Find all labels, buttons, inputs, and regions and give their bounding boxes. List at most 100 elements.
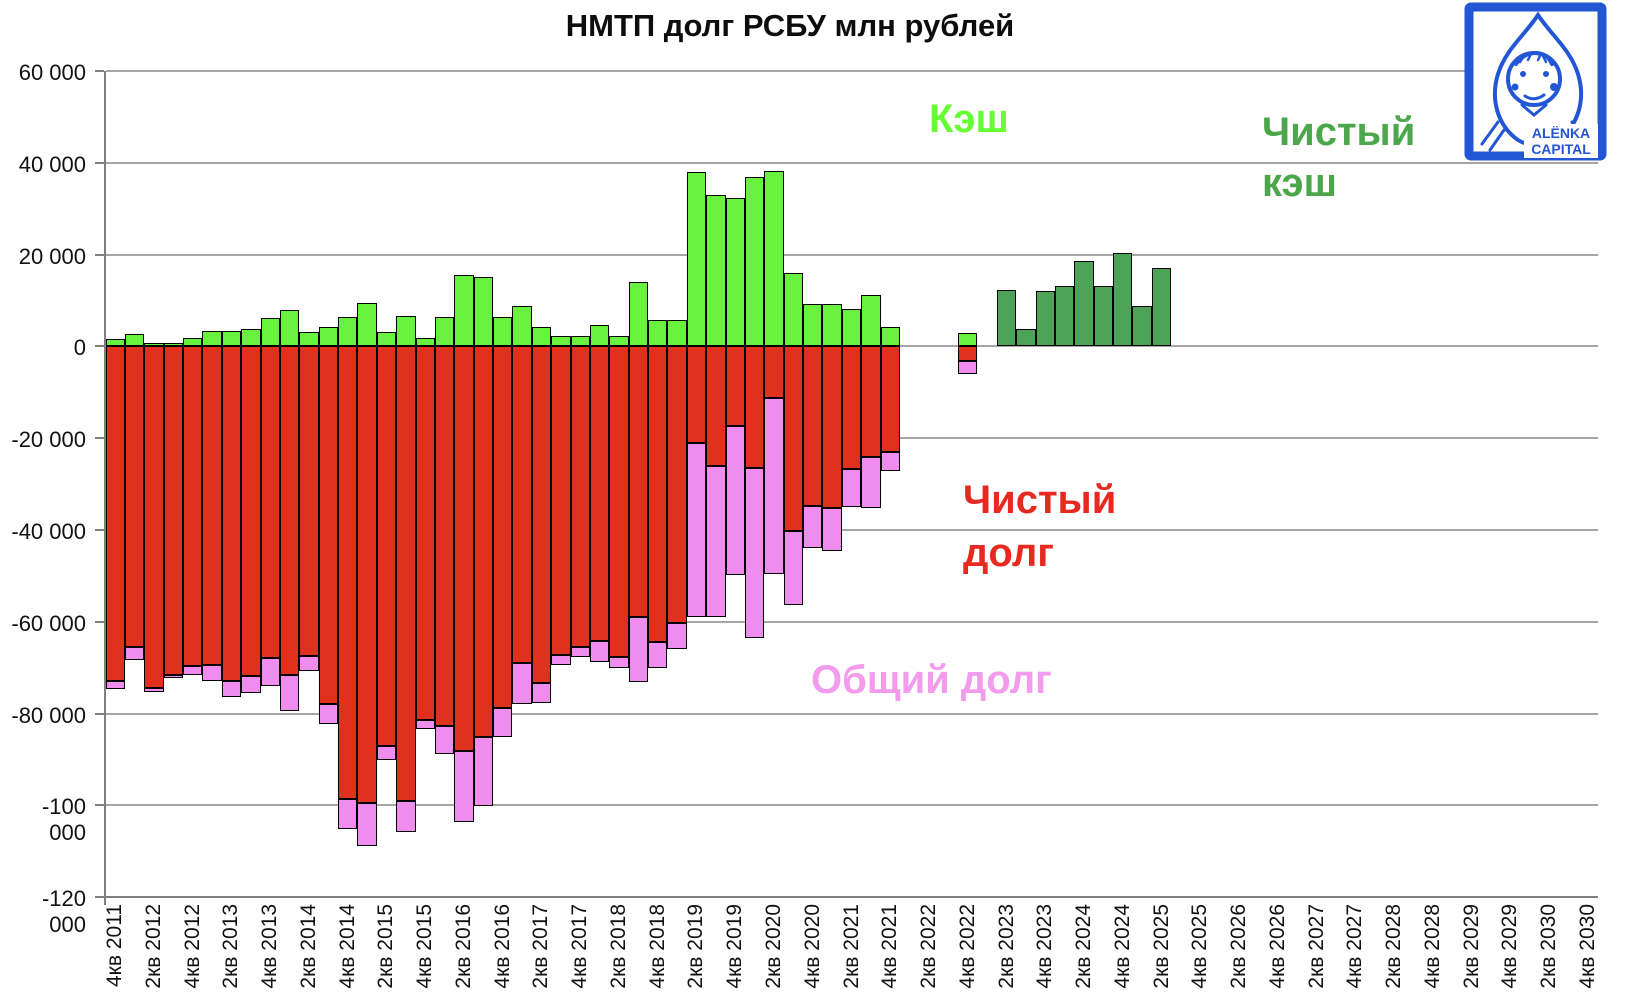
bar-cash-segment	[105, 338, 125, 347]
bar-cash-segment	[570, 335, 590, 347]
x-tick-label: 2кв 2014	[296, 904, 320, 989]
y-axis-tick	[95, 437, 104, 440]
x-tick-label: 2кв 2022	[917, 904, 940, 989]
y-axis-tick	[95, 712, 104, 715]
bar-net-cash-segment	[1151, 267, 1172, 347]
y-tick-label: 40 000	[18, 151, 86, 177]
bar-total-debt-segment	[512, 663, 532, 704]
bar-net-debt-segment	[628, 346, 649, 618]
x-tick-label: 4кв 2026	[1265, 904, 1289, 989]
bar-net-debt-segment	[783, 346, 804, 532]
bar-cash-segment	[551, 335, 571, 347]
bar-net-debt-segment	[376, 346, 397, 746]
bar-total-debt-segment	[551, 654, 571, 666]
bar-total-debt-segment	[221, 681, 242, 698]
bar-net-debt-segment	[473, 346, 494, 737]
bar-cash-segment	[454, 274, 474, 347]
bar-net-debt-segment	[589, 346, 610, 641]
bar-net-debt-segment	[318, 346, 339, 704]
bar-net-debt-segment	[667, 346, 687, 624]
bar-net-debt-segment	[744, 346, 765, 469]
bar-total-debt-segment	[686, 442, 707, 618]
bar-cash-segment	[396, 315, 416, 347]
x-tick-label: 4кв 2014	[335, 904, 359, 989]
bar-total-debt-segment	[473, 736, 494, 807]
x-tick-label: 2кв 2024	[1072, 904, 1096, 989]
bar-net-debt-segment	[512, 346, 532, 664]
bar-cash-segment	[803, 304, 823, 347]
x-tick-label: 2кв 2021	[839, 904, 863, 989]
bar-cash-segment	[667, 320, 687, 347]
x-tick-label: 2кв 2023	[994, 904, 1018, 989]
y-axis-tick	[95, 529, 104, 531]
bar-cash-segment	[493, 317, 513, 347]
bar-total-debt-segment	[531, 682, 552, 703]
bar-cash-segment	[221, 330, 242, 347]
bar-total-debt-segment	[958, 360, 978, 374]
bar-net-debt-segment	[396, 346, 416, 801]
x-tick-label: 2кв 2026	[1227, 904, 1251, 989]
x-tick-label: 2кв 2029	[1459, 904, 1483, 989]
bar-net-debt-segment	[841, 346, 862, 469]
bar-net-debt-segment	[725, 346, 745, 427]
bar-total-debt-segment	[318, 703, 339, 724]
bar-cash-segment	[725, 197, 745, 347]
x-tick-label: 2кв 2018	[606, 904, 630, 989]
bar-net-cash-segment	[1132, 306, 1152, 347]
y-tick-label: -20 000	[11, 427, 86, 453]
y-gridline	[105, 804, 1598, 807]
bar-net-cash-segment	[996, 290, 1017, 347]
bar-total-debt-segment	[803, 506, 823, 549]
bar-net-debt-segment	[822, 346, 842, 509]
legend-cash-label: Кэш	[929, 97, 1009, 141]
x-tick-label: 4кв 2024	[1110, 904, 1134, 989]
x-tick-label: 2кв 2030	[1537, 904, 1561, 989]
y-tick-label: -80 000	[11, 702, 86, 728]
bar-cash-segment	[783, 272, 804, 347]
bar-cash-segment	[357, 302, 377, 347]
bar-total-debt-segment	[357, 802, 377, 847]
bar-net-debt-segment	[958, 346, 978, 361]
bar-net-debt-segment	[803, 346, 823, 507]
bar-total-debt-segment	[628, 617, 649, 682]
x-tick-label: 4кв 2018	[645, 904, 669, 989]
x-tick-label: 2кв 2012	[141, 904, 165, 989]
x-tick-label: 4кв 2027	[1343, 904, 1367, 989]
x-tick-label: 4кв 2029	[1498, 904, 1522, 989]
bar-cash-segment	[434, 317, 455, 347]
y-tick-label: -40 000	[11, 519, 86, 544]
bar-cash-segment	[822, 304, 842, 347]
bar-net-debt-segment	[221, 346, 242, 682]
bar-total-debt-segment	[570, 646, 590, 658]
bar-total-debt-segment	[880, 451, 900, 471]
bar-net-debt-segment	[764, 346, 784, 398]
x-tick-label: 2кв 2016	[451, 904, 475, 989]
x-tick-label: 4кв 2020	[800, 904, 824, 989]
x-tick-label: 4кв 2021	[878, 904, 902, 989]
y-axis-tick	[95, 70, 104, 72]
y-axis-tick	[95, 620, 104, 623]
bar-net-debt-segment	[299, 346, 319, 657]
x-tick-label: 2кв 2019	[684, 904, 708, 989]
x-tick-label: 4кв 2011	[103, 904, 127, 988]
bar-cash-segment	[415, 338, 435, 347]
bar-total-debt-segment	[861, 456, 881, 508]
x-tick-label: 4кв 2028	[1420, 904, 1444, 989]
bar-net-debt-segment	[260, 346, 280, 658]
legend-total-debt-label: Общий долг	[811, 658, 1052, 702]
bar-net-debt-segment	[183, 346, 203, 667]
bar-cash-segment	[609, 335, 629, 347]
bar-cash-segment	[744, 177, 765, 347]
bar-total-debt-segment	[841, 468, 862, 507]
x-tick-label: 4кв 2013	[258, 904, 282, 989]
bar-net-debt-segment	[686, 346, 707, 443]
bar-total-debt-segment	[667, 623, 687, 650]
y-axis-tick	[95, 161, 104, 164]
legend-net-cash-label: Чистый кэш	[1262, 110, 1416, 205]
bar-cash-segment	[183, 338, 203, 347]
logo-text-line1: ALËNKA	[1532, 125, 1590, 141]
y-axis-tick	[95, 896, 104, 899]
x-tick-label: 2кв 2020	[761, 904, 785, 989]
x-tick-label: 4кв 2016	[490, 904, 514, 989]
